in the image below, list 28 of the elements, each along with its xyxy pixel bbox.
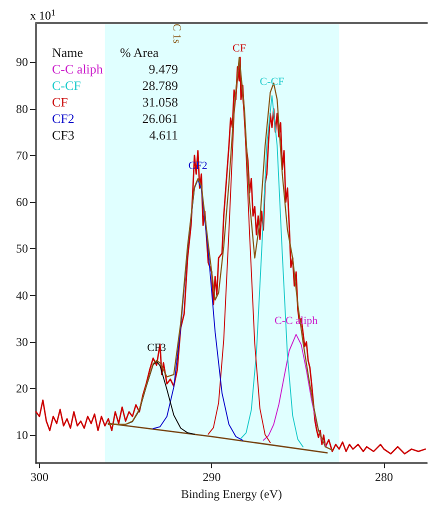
series-label: CF [232, 42, 246, 55]
text: C 1s [170, 24, 182, 44]
y-tick-label: 90 [16, 55, 28, 70]
text: C-CF [52, 78, 81, 93]
y-tick-label: 10 [16, 428, 28, 442]
annotation: 9.479 [148, 62, 178, 76]
y-tick-label: 80 [16, 102, 28, 116]
text: C-C aliph [52, 62, 103, 76]
x-tick-label: 300 [30, 470, 48, 484]
x-tick-label: 280 [374, 470, 393, 484]
annotation: Name [52, 45, 84, 60]
x-tick-label: 290 [202, 470, 221, 484]
x-axis-title: Binding Energy (eV) [180, 487, 282, 501]
y-tick-label: 60 [16, 195, 28, 210]
annotation: 26.061 [142, 111, 178, 126]
y-tick-label: 40 [16, 288, 28, 302]
text: CF3 [52, 128, 74, 142]
annotation: 4.611 [149, 128, 178, 142]
annotation: 31.058 [142, 94, 178, 110]
annotation: 28.789 [142, 78, 178, 93]
y-tick-label: 20 [16, 382, 28, 396]
y-tick-label: 70 [16, 148, 28, 162]
series-label: C-CF [260, 76, 284, 88]
y-tick-label: 50 [16, 242, 28, 256]
y-tick-label: 30 [16, 334, 28, 349]
text: CF [52, 94, 68, 110]
annotation: % Area [120, 45, 159, 60]
text: CF2 [52, 111, 74, 126]
